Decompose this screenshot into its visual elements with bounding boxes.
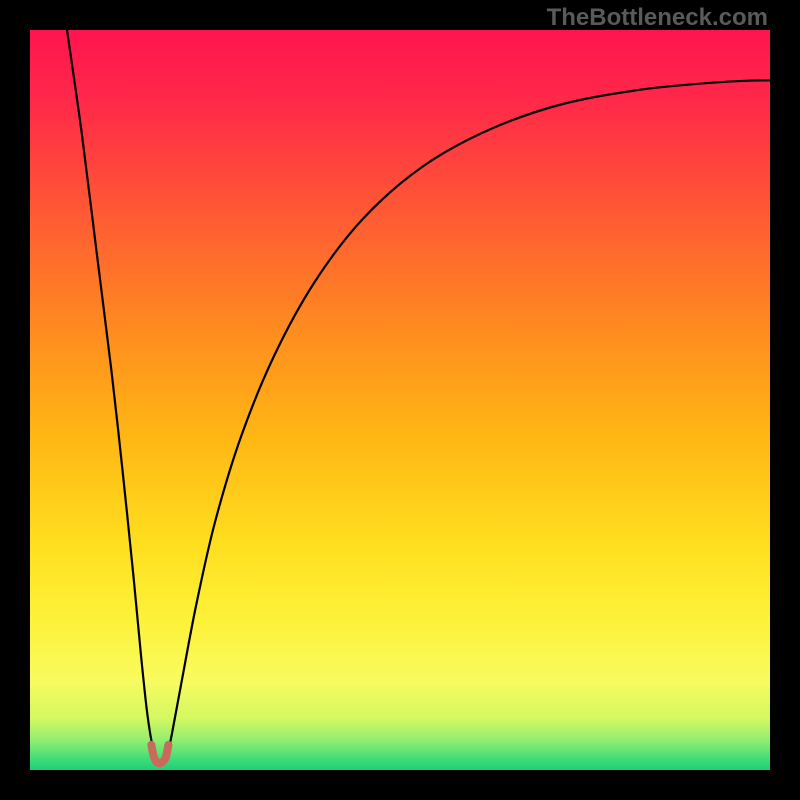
curve-right-branch	[166, 80, 770, 761]
valley-marker	[151, 745, 168, 764]
watermark-text: TheBottleneck.com	[547, 4, 768, 32]
plot-area	[30, 30, 770, 770]
curve-layer	[30, 30, 770, 770]
chart-container: TheBottleneck.com	[0, 0, 800, 800]
curve-left-branch	[67, 30, 157, 761]
